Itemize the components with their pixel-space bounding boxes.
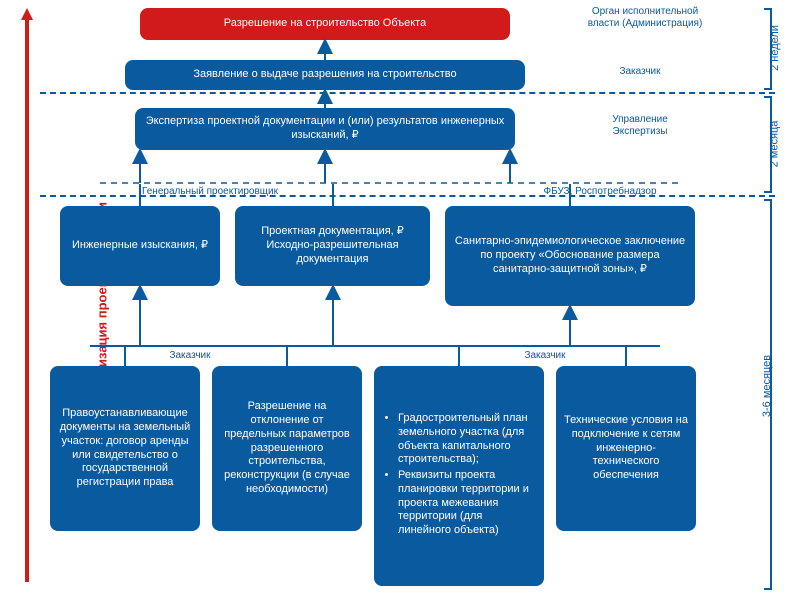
box-deviation: Разрешение на отклонение от предельных п… <box>212 366 362 531</box>
box-application: Заявление о выдаче разрешения на строите… <box>125 60 525 90</box>
permit-text: Разрешение на строительство Объекта <box>224 17 426 31</box>
label-customer-right: Заказчик <box>510 350 580 361</box>
box-urban-plan: Градостроительный план земельного участк… <box>374 366 544 586</box>
diagram-area: 2 недели 2 месяца 3-6 месяцев Разрешение… <box>40 8 792 592</box>
label-fbuz: ФБУЗ, Роспотребнадзор <box>515 186 685 197</box>
b3-list: Градостроительный план земельного участк… <box>384 412 534 540</box>
actor-expertise: Управление Экспертизы <box>595 114 685 137</box>
sanepid-text: Санитарно-эпидемиологическое заключение … <box>453 235 687 276</box>
box-survey: Инженерные изыскания, ₽ <box>60 206 220 286</box>
b3-item-2: Реквизиты проекта планировки территории … <box>398 469 534 538</box>
b2-text: Разрешение на отклонение от предельных п… <box>220 400 354 496</box>
label-gen-designer: Генеральный проектировщик <box>120 186 300 197</box>
box-proj-docs: Проектная документация, ₽ Исходно-разреш… <box>235 206 430 286</box>
survey-text: Инженерные изыскания, ₽ <box>72 239 208 253</box>
box-sanepid: Санитарно-эпидемиологическое заключение … <box>445 206 695 306</box>
stage-arrow <box>25 18 29 582</box>
box-expertise: Экспертиза проектной документации и (или… <box>135 108 515 150</box>
b4-text: Технические условия на подключение к сет… <box>564 414 688 483</box>
box-tech-conditions: Технические условия на подключение к сет… <box>556 366 696 531</box>
docs-text: Проектная документация, ₽ Исходно-разреш… <box>243 225 422 266</box>
label-customer-left: Заказчик <box>155 350 225 361</box>
box-land-docs: Правоустанавливающие документы на земель… <box>50 366 200 531</box>
duration-2: 2 месяца <box>769 121 781 168</box>
box-permit: Разрешение на строительство Объекта <box>140 8 510 40</box>
b1-text: Правоустанавливающие документы на земель… <box>58 407 192 490</box>
actor-admin: Орган исполнительной власти (Администрац… <box>585 6 705 29</box>
b3-item-1: Градостроительный план земельного участк… <box>398 412 534 467</box>
duration-3: 3-6 месяцев <box>761 355 773 417</box>
duration-1: 2 недели <box>769 25 781 71</box>
expertise-text: Экспертиза проектной документации и (или… <box>143 115 507 143</box>
application-text: Заявление о выдаче разрешения на строите… <box>193 68 456 82</box>
dash-1 <box>40 92 775 94</box>
actor-customer-1: Заказчик <box>600 66 680 78</box>
